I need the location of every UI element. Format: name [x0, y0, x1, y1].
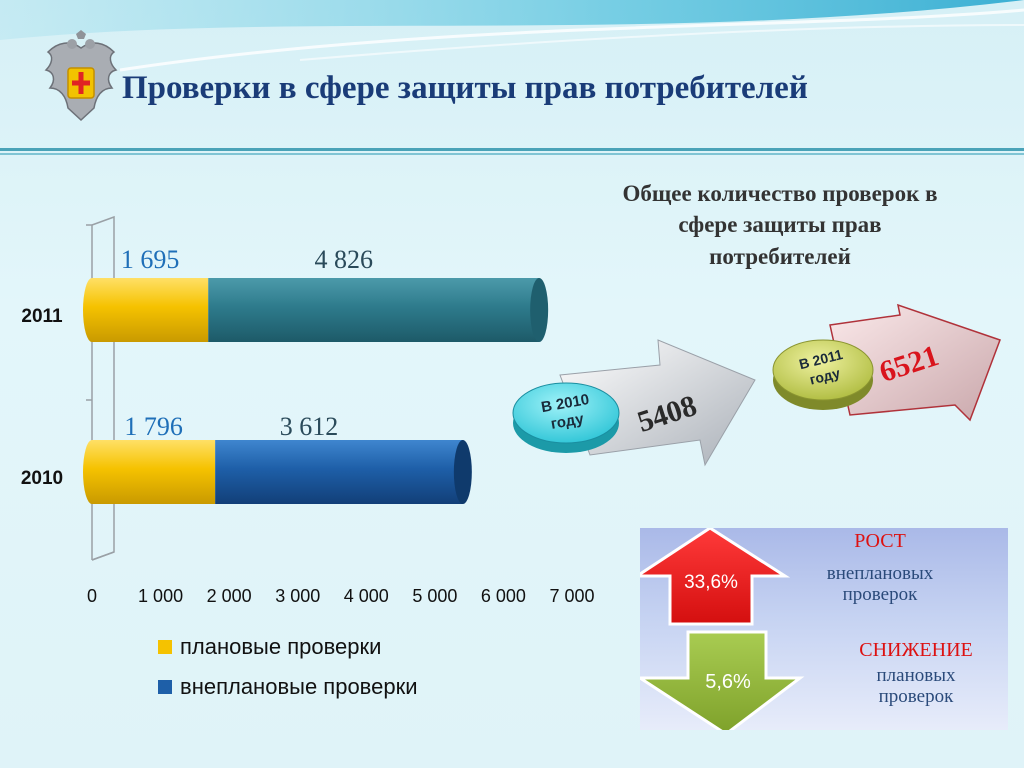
- decline-desc-line: проверок: [878, 685, 954, 707]
- summary-title-line: потребителей: [709, 243, 851, 269]
- growth-desc-line: проверок: [842, 583, 918, 605]
- badge-2011-line2: году: [808, 365, 842, 388]
- decline-value: 5,6%: [705, 671, 751, 693]
- bar-2010-unplanned: [215, 440, 463, 504]
- chart-floor-edge: [91, 551, 115, 561]
- totals-arrows: В 2010 году 5408 В 2011 году 6521: [512, 303, 1001, 467]
- up-arrow-icon: [640, 528, 791, 626]
- x-tick-label: 6 000: [481, 586, 526, 606]
- category-label: 2011: [21, 306, 63, 327]
- emblem-logo: [44, 30, 118, 122]
- data-label: 4 826: [314, 245, 373, 274]
- arrow-2011: [829, 303, 1001, 422]
- badge-2011: В 2011 году: [772, 339, 874, 410]
- decline-desc-line: плановых: [876, 665, 956, 686]
- data-label: 1 695: [121, 245, 180, 274]
- legend-label: плановые проверки: [180, 634, 381, 659]
- chart-axis-wall: [91, 215, 115, 561]
- x-tick-label: 0: [87, 586, 97, 606]
- legend-label: внеплановые проверки: [180, 674, 418, 699]
- bar-2010-end-cap: [453, 440, 472, 504]
- badge-2010-line2: году: [549, 410, 585, 433]
- summary-title-line: Общее количество проверок в: [622, 181, 938, 206]
- category-label: 2010: [21, 468, 63, 489]
- x-tick-label: 1 000: [138, 586, 183, 606]
- stacked-bar-chart: 0 1 000 2 000 3 000 4 000 5 000 6 000 7 000 1 69…: [21, 215, 595, 699]
- growth-value: 33,6%: [684, 572, 738, 593]
- bar-2011-end-cap: [530, 278, 549, 342]
- legend-swatch: [158, 680, 172, 694]
- data-label: 3 612: [280, 412, 339, 441]
- summary-title: Общее количество проверок в сфере защиты…: [570, 178, 990, 272]
- change-arrows: 33,6% 5,6%: [640, 528, 805, 730]
- change-stats-panel: 33,6% 5,6% РОСТ внеплановых проверок СНИ…: [640, 528, 1008, 730]
- growth-desc-line: внеплановых: [826, 563, 934, 584]
- x-tick-label: 5 000: [412, 586, 457, 606]
- bar-2011-planned: [92, 278, 209, 342]
- growth-desc: внеплановых проверок: [800, 563, 960, 606]
- header-swoosh: [0, 0, 1024, 72]
- summary-title-line: сфере защиты прав: [678, 212, 882, 238]
- x-tick-label: 2 000: [207, 586, 252, 606]
- title-divider: [0, 148, 1024, 155]
- page-title: Проверки в сфере защиты прав потребителе…: [122, 70, 808, 106]
- data-label: 1 796: [124, 412, 183, 441]
- down-arrow-icon: [640, 630, 805, 730]
- bar-2010-planned: [92, 440, 216, 504]
- growth-label: РОСТ: [854, 530, 906, 552]
- bar-2010-start-cap: [83, 440, 101, 504]
- bar-2011-unplanned: [208, 278, 540, 342]
- decline-desc: плановых проверок: [836, 665, 996, 708]
- decline-label: СНИЖЕНИЕ: [859, 639, 973, 661]
- badge-2010: В 2010 году: [512, 382, 620, 453]
- legend-swatch: [158, 640, 172, 654]
- x-tick-label: 7 000: [549, 586, 594, 606]
- x-tick-label: 3 000: [275, 586, 320, 606]
- bar-2011-start-cap: [83, 278, 101, 342]
- x-tick-label: 4 000: [344, 586, 389, 606]
